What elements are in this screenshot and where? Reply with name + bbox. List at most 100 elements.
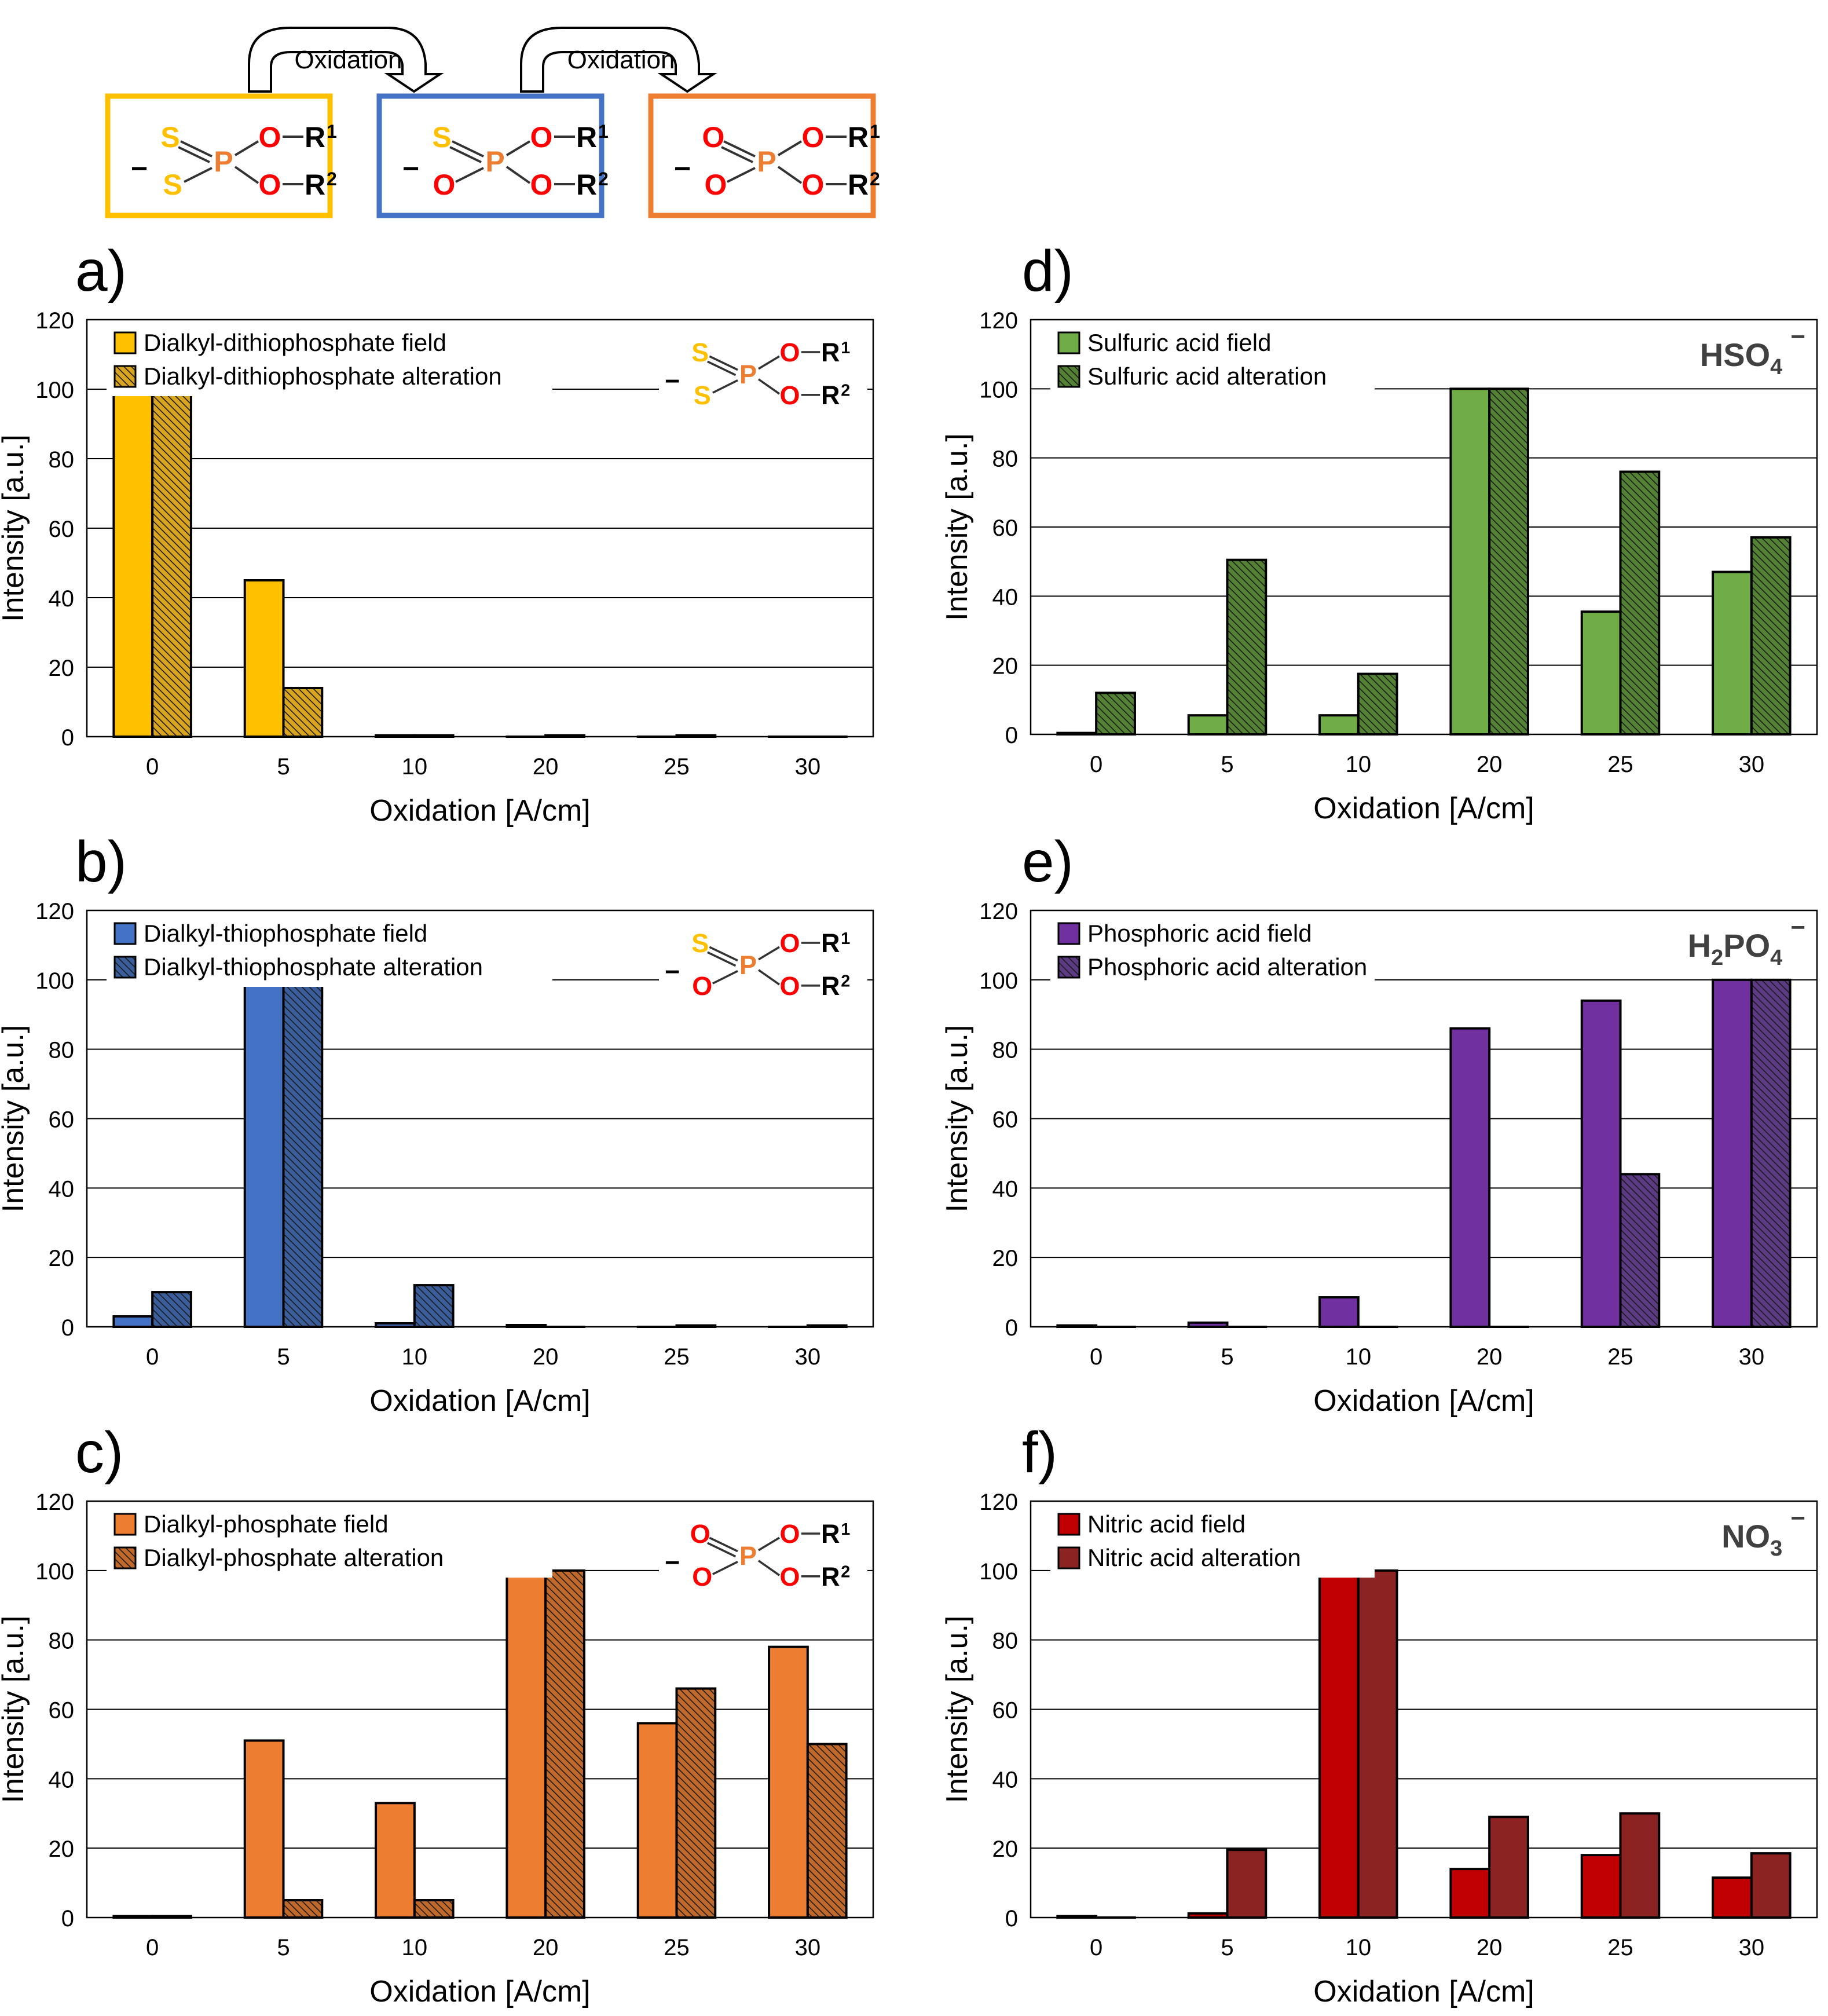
double-bond-a bbox=[723, 140, 756, 158]
legend-swatch bbox=[1057, 1546, 1080, 1569]
y-tick-label: 20 bbox=[49, 1836, 75, 1862]
bar-alteration bbox=[151, 388, 192, 738]
x-tick-label: 10 bbox=[402, 754, 428, 780]
bar-field bbox=[1056, 1324, 1098, 1328]
bar-field bbox=[112, 1915, 154, 1919]
legend-swatch bbox=[1057, 1513, 1080, 1536]
y-tick-label: 100 bbox=[35, 378, 74, 403]
p-o-bond-lower bbox=[757, 1560, 781, 1576]
bar-field bbox=[1056, 731, 1098, 736]
oxygen-upper: O bbox=[802, 121, 825, 153]
r2-sup: 2 bbox=[841, 382, 850, 400]
y-tick-label: 80 bbox=[992, 447, 1019, 472]
r2-group: R bbox=[821, 1562, 840, 1591]
y-tick-label: 60 bbox=[49, 517, 75, 542]
oxidation-arrow-1: Oxidation bbox=[248, 27, 444, 93]
bar-alteration bbox=[675, 734, 717, 738]
arrow-shape bbox=[520, 27, 717, 93]
double-bond-a bbox=[452, 140, 484, 158]
x-tick-label: 10 bbox=[402, 1935, 428, 1960]
double-bond-a bbox=[180, 140, 213, 158]
legend: Dialkyl-phosphate field Dialkyl-phosphate… bbox=[107, 1507, 552, 1578]
p-o-bond-lower bbox=[757, 378, 781, 395]
r1-group: R bbox=[821, 928, 840, 958]
r2-group: R bbox=[576, 169, 597, 201]
r2-group: R bbox=[821, 971, 840, 1001]
legend-background bbox=[1050, 325, 1375, 396]
ion-formula: NO3− bbox=[1721, 1504, 1805, 1561]
r1-sup: 1 bbox=[598, 121, 609, 142]
single-bond bbox=[712, 379, 738, 394]
chart-e: e) 0 20 40 60 80 100 120 0 5 10 20 25 30 Oxidation [A/… bbox=[940, 829, 1818, 1418]
bar-field bbox=[112, 388, 154, 738]
phosphorus-atom: P bbox=[739, 1541, 757, 1571]
bar-alteration bbox=[1226, 558, 1267, 736]
legend-entry: Dialkyl-phosphate field bbox=[144, 1510, 389, 1538]
y-tick-label: 120 bbox=[979, 899, 1018, 924]
y-tick-label: 0 bbox=[61, 1315, 74, 1341]
y-tick-label: 20 bbox=[992, 1246, 1019, 1271]
bar-field bbox=[1580, 999, 1622, 1328]
x-tick-label: 30 bbox=[795, 754, 821, 780]
legend-swatch bbox=[1057, 365, 1080, 388]
legend-entry: Nitric acid field bbox=[1087, 1510, 1245, 1538]
legend: Nitric acid field Nitric acid alteration bbox=[1050, 1507, 1375, 1578]
r1-group: R bbox=[821, 338, 840, 367]
legend: Phosphoric acid field Phosphoric acid alt… bbox=[1050, 916, 1375, 987]
bar-field bbox=[1580, 1854, 1622, 1919]
y-tick-label: 100 bbox=[979, 968, 1018, 994]
x-tick-label: 5 bbox=[1221, 752, 1233, 777]
x-axis-label: Oxidation [A/cm] bbox=[1313, 1384, 1534, 1418]
legend-entry: Dialkyl-dithiophosphate alteration bbox=[144, 363, 502, 390]
bar-alteration bbox=[1750, 536, 1792, 736]
single-bond bbox=[184, 167, 213, 183]
x-axis-label: Oxidation [A/cm] bbox=[1313, 792, 1534, 825]
chart-d: d) 0 20 40 60 80 100 120 0 5 10 20 25 30 Oxidation [A/… bbox=[940, 239, 1818, 825]
panel-label: e) bbox=[1022, 829, 1074, 894]
x-tick-label: 25 bbox=[664, 754, 690, 780]
oxygen-lower: O bbox=[802, 169, 825, 201]
double-bond-b bbox=[449, 146, 482, 163]
oxygen-lower: O bbox=[779, 1562, 800, 1591]
y-tick-label: 20 bbox=[49, 656, 75, 681]
y-tick-label: 0 bbox=[1005, 723, 1018, 748]
bar-field bbox=[243, 978, 285, 1329]
x-tick-label: 5 bbox=[277, 1935, 290, 1960]
bar-field bbox=[1449, 1868, 1491, 1919]
x-tick-label: 25 bbox=[1607, 752, 1633, 777]
double-bond-a bbox=[709, 355, 738, 371]
x-tick-label: 5 bbox=[1221, 1344, 1233, 1370]
oxygen-lower: O bbox=[779, 380, 800, 410]
molecule-box-border bbox=[376, 93, 605, 218]
x-tick-label: 30 bbox=[1739, 1935, 1765, 1960]
y-tick-label: 0 bbox=[1005, 1906, 1018, 1931]
bar-alteration bbox=[1619, 470, 1661, 736]
y-tick-label: 60 bbox=[992, 1107, 1019, 1133]
legend-background bbox=[1050, 1507, 1375, 1578]
single-bond bbox=[455, 167, 484, 183]
legend-entry: Nitric acid alteration bbox=[1087, 1544, 1301, 1571]
phosphorus-atom: P bbox=[214, 145, 233, 178]
x-tick-label: 5 bbox=[1221, 1935, 1233, 1960]
bottom-atom: O bbox=[705, 169, 727, 201]
bar-field bbox=[1318, 714, 1360, 736]
phosphorus-atom: P bbox=[485, 145, 504, 178]
bar-field bbox=[112, 1315, 154, 1328]
x-tick-label: 5 bbox=[277, 1344, 290, 1370]
x-tick-label: 25 bbox=[664, 1344, 690, 1370]
r2-sup: 2 bbox=[841, 1563, 850, 1582]
y-tick-label: 120 bbox=[35, 1490, 74, 1515]
x-tick-label: 0 bbox=[146, 1344, 159, 1370]
bar-field bbox=[768, 1645, 809, 1919]
y-axis-label: Intensity [a.u.] bbox=[940, 1616, 974, 1803]
bar-alteration bbox=[1750, 978, 1792, 1329]
phosphorus-atom: P bbox=[757, 145, 776, 178]
legend-swatch bbox=[113, 365, 137, 388]
x-tick-label: 25 bbox=[664, 1935, 690, 1960]
charge-sign: − bbox=[674, 152, 691, 185]
r1-sup: 1 bbox=[841, 1520, 850, 1539]
p-o-bond-upper bbox=[758, 355, 780, 370]
